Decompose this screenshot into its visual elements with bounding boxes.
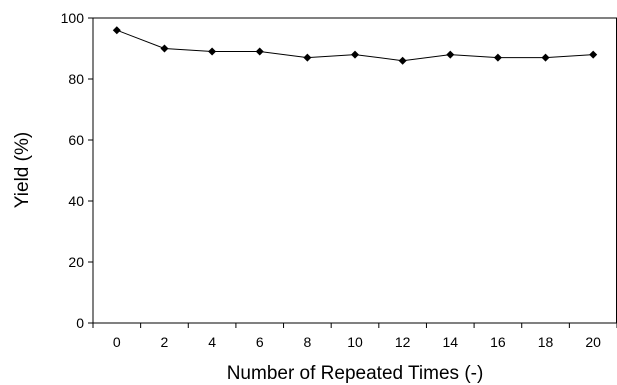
data-point bbox=[255, 47, 264, 56]
y-tick-label: 40 bbox=[68, 193, 84, 209]
data-point bbox=[493, 53, 502, 62]
data-point bbox=[541, 53, 550, 62]
data-point bbox=[351, 50, 359, 59]
data-point bbox=[112, 26, 121, 35]
x-tick-label: 18 bbox=[538, 334, 554, 350]
y-axis-ticks: 0 20 40 60 80 100 bbox=[61, 10, 93, 331]
x-tick-label: 16 bbox=[490, 334, 506, 350]
data-point bbox=[160, 44, 169, 53]
y-tick-label: 60 bbox=[68, 132, 84, 148]
data-point bbox=[208, 47, 217, 56]
x-tick-label: 12 bbox=[395, 334, 411, 350]
y-axis-title: Yield (%) bbox=[12, 132, 33, 208]
x-tick-label: 4 bbox=[208, 334, 216, 350]
x-tick-label: 20 bbox=[585, 334, 601, 350]
x-tick-label: 6 bbox=[256, 334, 264, 350]
x-axis-ticks: 0 2 4 6 8 10 12 14 16 18 20 bbox=[92, 323, 617, 350]
x-tick-label: 14 bbox=[442, 334, 458, 350]
x-tick-label: 10 bbox=[347, 334, 363, 350]
data-point bbox=[589, 50, 598, 59]
y-tick-label: 0 bbox=[76, 315, 84, 331]
x-tick-label: 2 bbox=[161, 334, 169, 350]
x-tick-label: 8 bbox=[303, 334, 311, 350]
series-layer bbox=[112, 26, 598, 65]
data-point bbox=[303, 53, 312, 62]
y-tick-label: 100 bbox=[61, 10, 85, 26]
y-tick-label: 20 bbox=[68, 254, 84, 270]
plot-frame bbox=[92, 17, 617, 324]
plot-border bbox=[92, 17, 617, 324]
data-point bbox=[446, 50, 455, 59]
x-tick-label: 0 bbox=[113, 334, 121, 350]
data-point bbox=[398, 56, 407, 65]
x-axis-title: Number of Repeated Times (-) bbox=[227, 363, 484, 384]
y-tick-label: 80 bbox=[68, 71, 84, 87]
